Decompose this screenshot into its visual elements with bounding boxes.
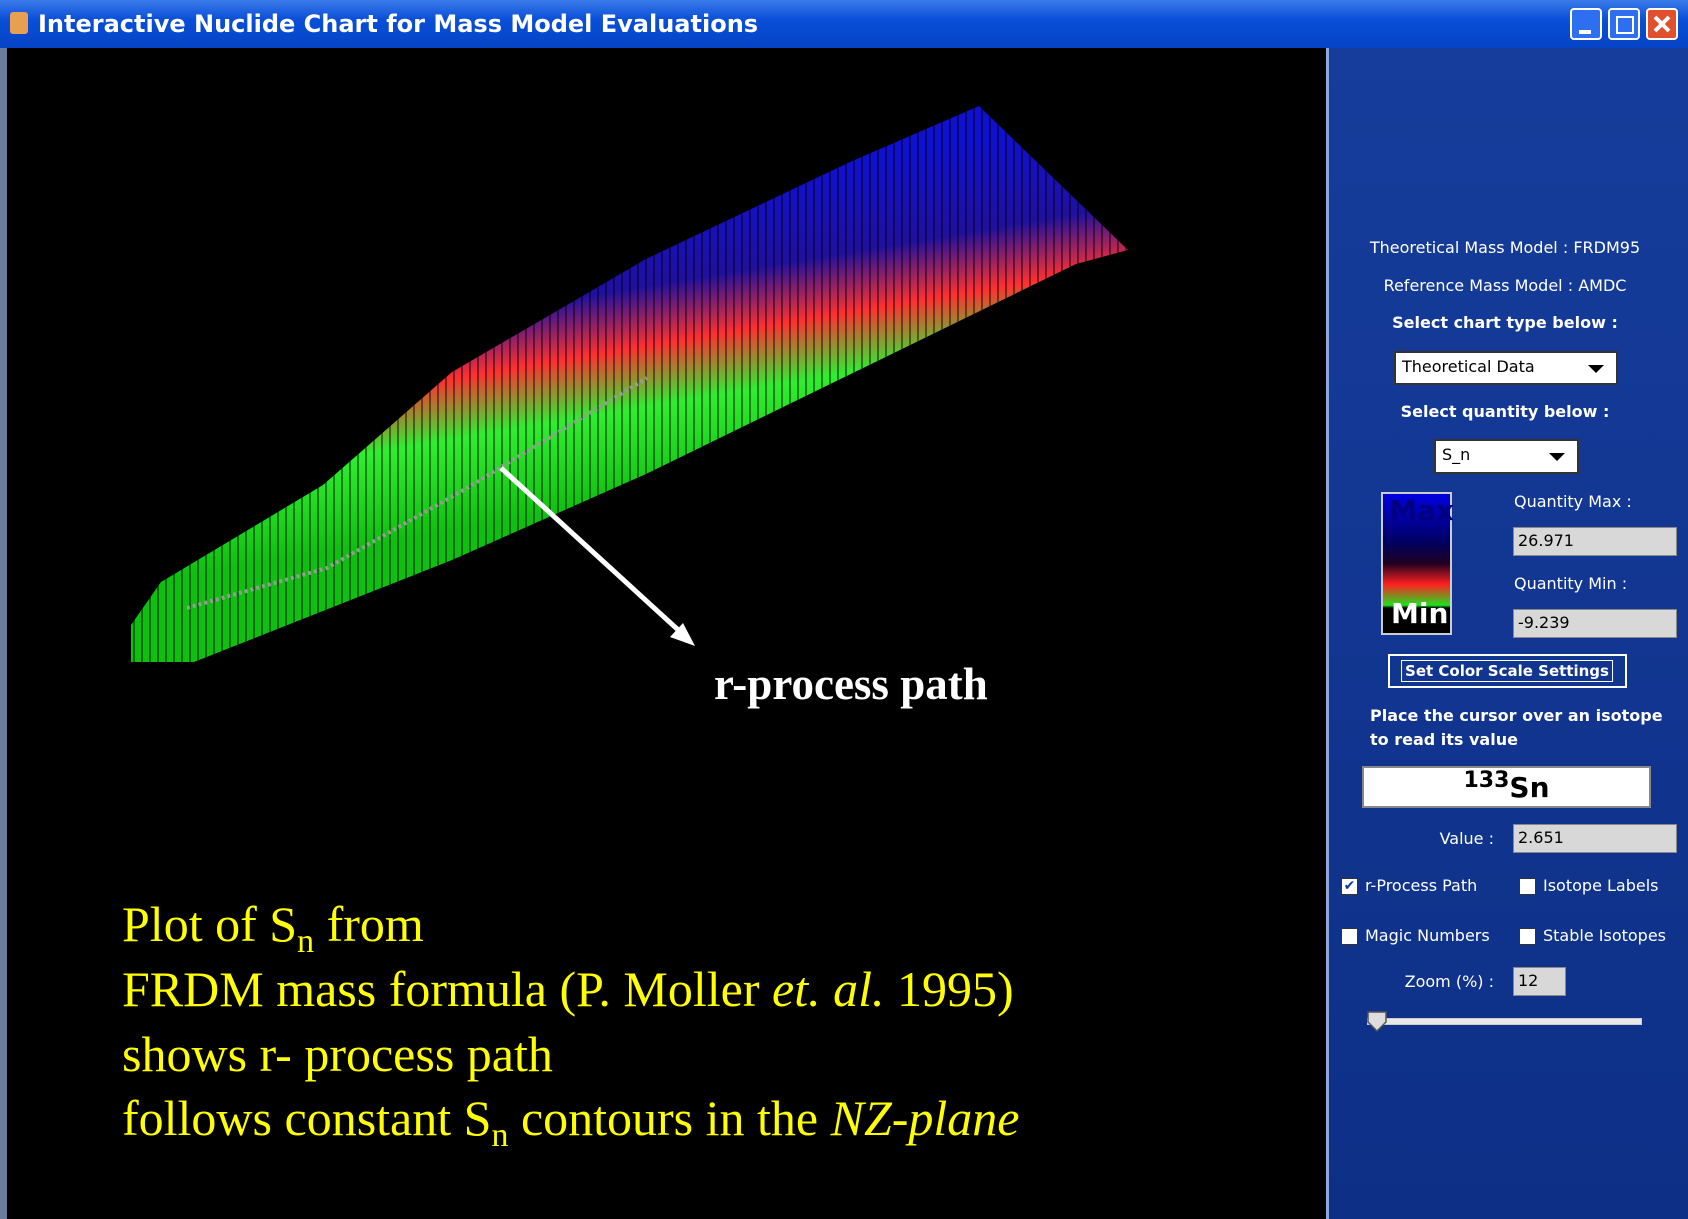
caption-text: 1995) <box>884 961 1014 1017</box>
checkbox-label: r-Process Path <box>1365 876 1478 895</box>
hint: to read its value <box>1370 730 1518 749</box>
caption-italic: NZ-plane <box>830 1090 1020 1146</box>
window-border <box>0 48 7 1219</box>
minimize-button[interactable] <box>1570 8 1602 40</box>
annotation: r-process path <box>714 659 988 709</box>
checkbox-label: Isotope Labels <box>1543 876 1659 895</box>
chart-type-dropdown[interactable]: Theoretical Data <box>1394 351 1618 385</box>
caption-text: follows constant S <box>122 1090 492 1146</box>
isotope-symbol: Sn <box>1509 771 1550 804</box>
legend-min: Min <box>1391 597 1449 630</box>
checkbox-box[interactable] <box>1341 928 1358 945</box>
slider-thumb[interactable] <box>1366 1010 1388 1034</box>
field-label: Quantity Min : <box>1514 574 1628 593</box>
model-label: Theoretical Mass Model : FRDM95 <box>1369 238 1641 257</box>
quantity-min-field[interactable]: -9.239 <box>1513 609 1677 638</box>
title-bar: Interactive Nuclide Chart for Mass Model… <box>0 0 1688 48</box>
value-field[interactable]: 2.651 <box>1513 824 1677 853</box>
checkbox-box[interactable] <box>1519 928 1536 945</box>
legend-max: Max <box>1389 494 1454 527</box>
caption-line: FRDM mass formula (P. Moller et. al. 199… <box>122 960 1014 1018</box>
maximize-button[interactable] <box>1608 8 1640 40</box>
close-button[interactable] <box>1646 8 1678 40</box>
set-color-scale-button[interactable]: Set Color Scale Settings <box>1401 660 1613 682</box>
isotope-mass: 133 <box>1463 768 1510 793</box>
prompt: Select quantity below : <box>1400 402 1610 421</box>
app-icon <box>10 12 28 34</box>
field-label: Quantity Max : <box>1514 492 1632 511</box>
caption-subscript: n <box>297 923 315 960</box>
nuclide-chart <box>131 106 1128 662</box>
caption-line: Plot of Sn from <box>122 895 424 961</box>
caption-line: follows constant Sn contours in the NZ-p… <box>122 1089 1020 1155</box>
r-process-path <box>186 376 649 610</box>
caption-text: contours in the <box>508 1090 831 1146</box>
caption-text: from <box>314 896 424 952</box>
caption-line: shows r- process path <box>122 1025 553 1083</box>
quantity-max-field[interactable]: 26.971 <box>1513 527 1677 556</box>
caption-text: Plot of S <box>122 896 298 952</box>
caption-italic: et. al. <box>772 961 885 1017</box>
field-label: Zoom (%) : <box>1404 972 1494 991</box>
checkbox-box[interactable] <box>1519 878 1536 895</box>
isotope-display: 133Sn <box>1362 766 1651 808</box>
arrow-head <box>670 623 695 646</box>
checkbox-label: Magic Numbers <box>1365 926 1490 945</box>
button-frame <box>1388 654 1627 688</box>
window-title: Interactive Nuclide Chart for Mass Model… <box>38 10 759 38</box>
checkbox-box[interactable]: ✔ <box>1341 878 1358 895</box>
checkbox-label: Stable Isotopes <box>1543 926 1667 945</box>
caption-text: shows r- process path <box>122 1026 553 1082</box>
quantity-dropdown[interactable]: S_n <box>1434 439 1579 474</box>
prompt: Select chart type below : <box>1392 313 1618 332</box>
color-legend: Max Min <box>1381 492 1454 635</box>
zoom-field[interactable]: 12 <box>1513 967 1566 996</box>
arrow-line <box>499 466 689 640</box>
caption-subscript: n <box>491 1117 509 1154</box>
zoom-slider[interactable] <box>1367 1018 1642 1025</box>
hint: Place the cursor over an isotope <box>1370 706 1663 725</box>
field-label: Value : <box>1439 829 1494 848</box>
chart-texture <box>131 106 1128 662</box>
caption-text: FRDM mass formula (P. Moller <box>122 961 772 1017</box>
chart-view: r-process path <box>7 48 1326 1219</box>
model-label: Reference Mass Model : AMDC <box>1383 276 1627 295</box>
